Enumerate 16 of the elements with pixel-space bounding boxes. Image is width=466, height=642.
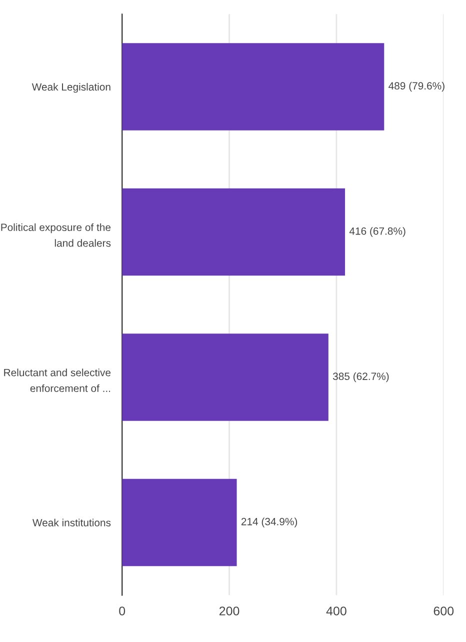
x-tick-label: 600: [434, 606, 454, 616]
y-tick-label: Reluctant and selective enforcement of ...: [4, 368, 111, 392]
x-tick-label: 0: [119, 606, 126, 616]
data-label: 489 (79.6%): [388, 82, 444, 92]
x-tick-label: 400: [326, 606, 346, 616]
y-tick-label: Weak institutions: [32, 518, 111, 526]
x-tick-label: 200: [219, 606, 240, 616]
y-tick-label: Political exposure of the land dealers: [1, 223, 111, 247]
bar: [122, 334, 328, 421]
bar: [122, 43, 384, 130]
bar: [122, 478, 237, 566]
data-label: 385 (62.7%): [332, 372, 389, 382]
bar: [122, 188, 346, 276]
data-label: 214 (34.9%): [241, 518, 298, 528]
data-label: 416 (67.8%): [349, 227, 406, 237]
y-tick-label: Weak Legislation: [32, 82, 110, 93]
